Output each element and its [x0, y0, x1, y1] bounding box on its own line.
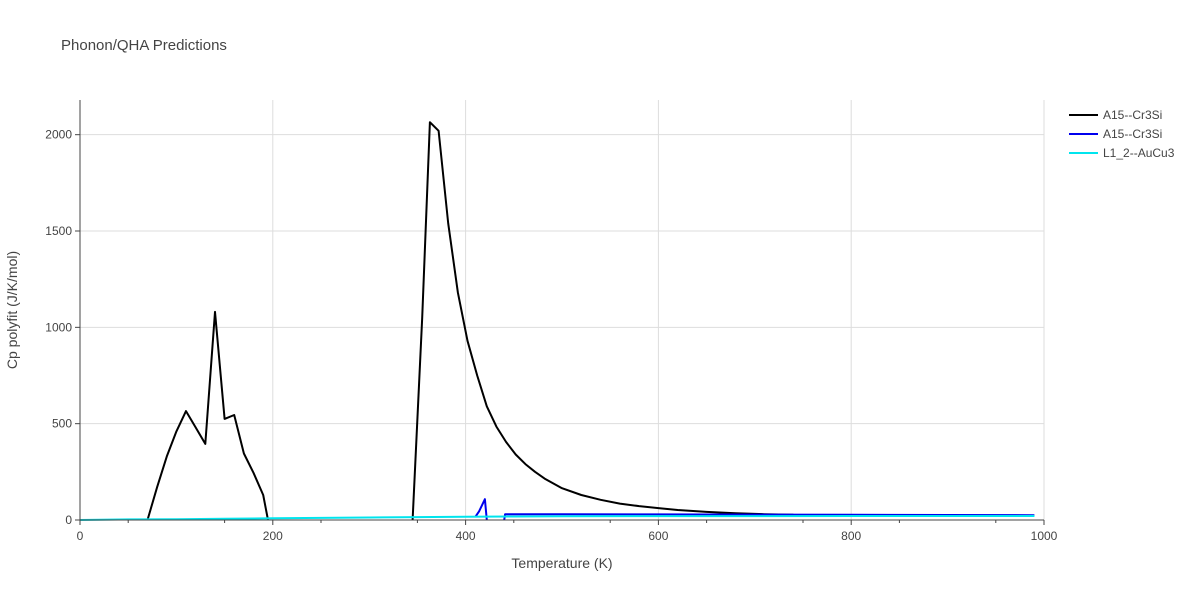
y-tick-label: 500: [52, 417, 72, 431]
legend-label: A15--Cr3Si: [1103, 127, 1162, 141]
series-line-2: [474, 498, 488, 521]
series-line-2: [503, 513, 1035, 521]
series-line-1: [411, 121, 794, 521]
x-tick-label: 400: [456, 529, 476, 543]
y-tick-label: 0: [65, 513, 72, 527]
axes: [75, 100, 1045, 525]
legend-item-2[interactable]: A15--Cr3Si: [1069, 127, 1162, 141]
y-axis-title: Cp polyfit (J/K/mol): [4, 251, 20, 369]
chart-title: Phonon/QHA Predictions: [61, 37, 227, 54]
grid: [80, 100, 1045, 520]
x-tick-label: 200: [263, 529, 283, 543]
x-tick-label: 0: [77, 529, 84, 543]
legend-label: A15--Cr3Si: [1103, 108, 1162, 122]
series-line-1: [146, 310, 269, 521]
y-tick-label: 1000: [45, 320, 72, 334]
legend[interactable]: A15--Cr3Si A15--Cr3Si L1_2--AuCu3: [1069, 108, 1175, 160]
legend-item-1[interactable]: A15--Cr3Si: [1069, 108, 1162, 122]
legend-label: L1_2--AuCu3: [1103, 146, 1175, 160]
x-tick-label: 800: [841, 529, 861, 543]
series-lines: [79, 121, 1035, 521]
series-line-3: [79, 515, 1035, 521]
legend-item-3[interactable]: L1_2--AuCu3: [1069, 146, 1175, 160]
y-tick-label: 2000: [45, 128, 72, 142]
x-tick-label: 600: [648, 529, 668, 543]
x-tick-label: 1000: [1031, 529, 1058, 543]
tick-labels: 0 200 400 600 800 1000 0 500 1000 1500 2000: [45, 128, 1057, 543]
x-axis-title: Temperature (K): [511, 555, 612, 571]
y-tick-label: 1500: [45, 224, 72, 238]
